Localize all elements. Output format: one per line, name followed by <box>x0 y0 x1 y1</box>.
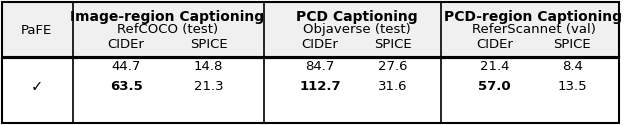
Bar <box>2 2 619 60</box>
Text: 44.7: 44.7 <box>111 60 141 74</box>
Text: 8.4: 8.4 <box>562 60 582 74</box>
Text: 112.7: 112.7 <box>300 80 341 94</box>
Text: 27.6: 27.6 <box>378 60 408 74</box>
Text: 21.3: 21.3 <box>194 80 223 94</box>
Text: RefCOCO (test): RefCOCO (test) <box>116 24 218 36</box>
Text: PCD-region Captioning: PCD-region Captioning <box>444 10 623 24</box>
Text: SPICE: SPICE <box>554 38 591 52</box>
Text: SPICE: SPICE <box>374 38 412 52</box>
Text: ReferScannet (val): ReferScannet (val) <box>472 24 595 36</box>
Text: PCD Captioning: PCD Captioning <box>296 10 417 24</box>
Text: 57.0: 57.0 <box>478 80 511 94</box>
Text: 63.5: 63.5 <box>109 80 143 94</box>
Text: 14.8: 14.8 <box>194 60 223 74</box>
Text: ✓: ✓ <box>31 80 43 94</box>
Text: SPICE: SPICE <box>189 38 227 52</box>
Text: 13.5: 13.5 <box>557 80 587 94</box>
Text: CIDEr: CIDEr <box>476 38 513 52</box>
Text: CIDEr: CIDEr <box>301 38 339 52</box>
Text: PaFE: PaFE <box>21 24 52 36</box>
Text: 21.4: 21.4 <box>480 60 509 74</box>
Text: 84.7: 84.7 <box>305 60 335 74</box>
Text: CIDEr: CIDEr <box>108 38 145 52</box>
Text: 31.6: 31.6 <box>378 80 408 94</box>
Text: Image-region Captioning: Image-region Captioning <box>70 10 264 24</box>
Text: Objaverse (test): Objaverse (test) <box>303 24 410 36</box>
